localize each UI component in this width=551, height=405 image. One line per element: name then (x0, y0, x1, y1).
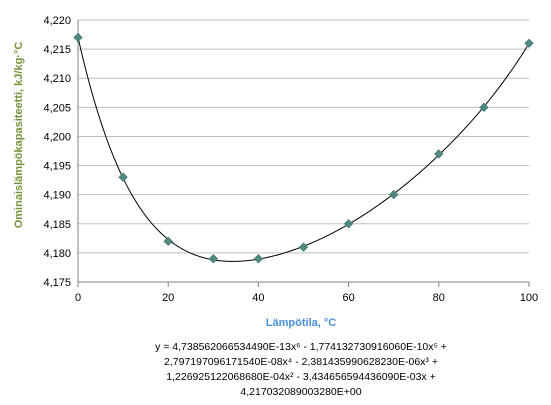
x-tick-label: 100 (520, 292, 538, 304)
data-point (479, 102, 489, 112)
trendline-equation: y = 4,738562066534490E-13x⁶ - 1,77413273… (155, 341, 447, 398)
x-tick-labels: 0 20 40 60 80 100 (75, 292, 538, 304)
equation-line: 2,797197096171540E-08x⁴ - 2,381435990628… (164, 356, 438, 368)
y-axis-label: Ominaislämpökapasiteetti, kJ/kg·°C (13, 42, 25, 229)
x-axis-label: Lämpötila, °C (266, 317, 336, 329)
y-tick-label: 4,190 (43, 190, 71, 202)
equation-line: 4,217032089003280E+00 (240, 386, 361, 398)
y-tick-label: 4,220 (43, 15, 71, 27)
x-tick-label: 0 (75, 292, 81, 304)
data-point (208, 254, 218, 264)
y-tick-label: 4,185 (43, 219, 71, 231)
y-tick-label: 4,200 (43, 131, 71, 143)
data-point (73, 32, 83, 43)
y-tick-label: 4,205 (43, 102, 71, 114)
trendline (77, 37, 530, 262)
data-point (389, 190, 399, 200)
axes (77, 20, 530, 287)
x-tick-label: 20 (162, 292, 174, 304)
data-points (73, 32, 534, 264)
x-tick-label: 40 (252, 292, 264, 304)
data-point (434, 149, 444, 159)
y-tick-label: 4,175 (43, 277, 71, 289)
y-tick-label: 4,210 (43, 73, 71, 85)
data-point (298, 242, 309, 252)
data-point (163, 236, 173, 246)
x-tick-label: 60 (342, 292, 354, 304)
data-point (343, 219, 354, 229)
gridlines (78, 19, 529, 254)
y-tick-label: 4,180 (43, 248, 71, 260)
data-point (524, 38, 534, 48)
y-tick-label: 4,195 (43, 161, 71, 173)
equation-line: y = 4,738562066534490E-13x⁶ - 1,77413273… (155, 341, 447, 353)
equation-line: 1,226925122068680E-04x² - 3,434656594436… (166, 371, 435, 383)
x-tick-label: 80 (433, 292, 445, 304)
data-point (253, 254, 264, 264)
data-point (118, 172, 128, 182)
y-tick-label: 4,215 (43, 44, 71, 56)
y-tick-labels: 4,175 4,180 4,185 4,190 4,195 4,200 4,205 4,210… (43, 15, 71, 289)
